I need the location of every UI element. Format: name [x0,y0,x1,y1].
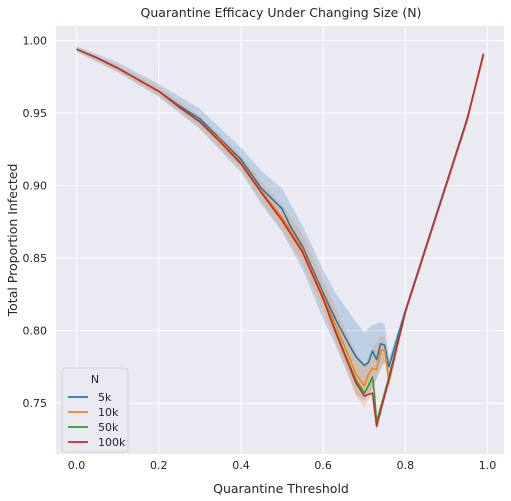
line-layer [76,48,485,428]
x-tick-label: 1.0 [479,459,497,472]
y-axis-label: Total Proportion Infected [5,164,20,318]
confidence-band-5k [76,46,406,401]
tick-layer: 0.0 0.2 0.4 0.6 0.8 1.0 0.75 0.80 0.85 0.90 0.95 1.… [23,35,497,472]
legend-label-5k: 5k [98,391,112,404]
y-tick-label: 0.80 [23,325,48,338]
band-layer [76,46,406,408]
x-tick-label: 0.4 [232,459,250,472]
legend-label-10k: 10k [98,406,119,419]
y-tick-label: 0.95 [23,107,48,120]
confidence-band-10k [76,47,406,408]
x-tick-label: 0.8 [397,459,415,472]
y-tick-label: 0.75 [23,397,48,410]
legend-label-100k: 100k [98,436,126,449]
legend-box [61,367,129,453]
legend-title: N [91,373,99,386]
chart-title: Quarantine Efficacy Under Changing Size … [141,5,422,20]
grid-layer [56,26,504,454]
x-tick-label: 0.2 [150,459,168,472]
y-tick-label: 0.85 [23,252,48,265]
plot-background [56,26,504,454]
x-axis-label: Quarantine Threshold [213,481,349,496]
x-tick-label: 0.6 [314,459,332,472]
legend-label-50k: 50k [98,421,119,434]
y-tick-label: 1.00 [23,35,48,48]
series-line-100k [76,48,485,428]
legend: N 5k 10k 50k 100k [61,367,129,453]
y-tick-label: 0.90 [23,180,48,193]
x-tick-label: 0.0 [68,459,86,472]
